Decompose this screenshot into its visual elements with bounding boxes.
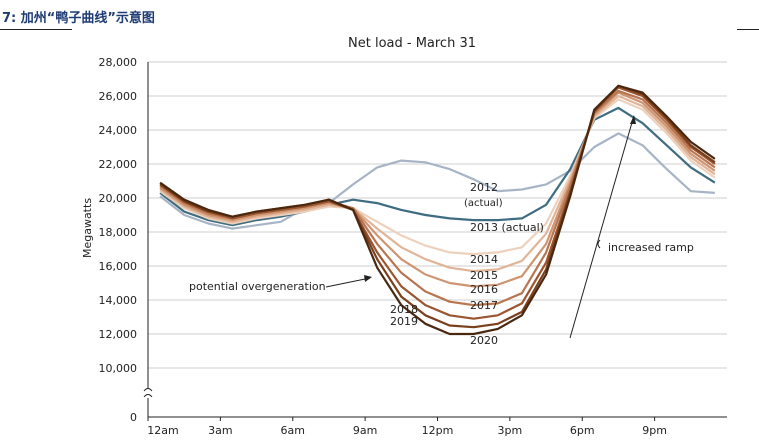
y-tick-label: 12,000 (99, 328, 138, 341)
series-line-2015 (159, 94, 716, 273)
y-tick-label: 0 (130, 411, 137, 424)
y-tick-label: 22,000 (99, 158, 138, 171)
x-tick-label: 3pm (498, 424, 523, 437)
y-tick-label: 14,000 (99, 294, 138, 307)
series-line-2014 (159, 98, 716, 256)
label-2012-sub: (actual) (464, 198, 503, 209)
y-tick-label: 24,000 (99, 124, 138, 137)
series-line-2020 (159, 84, 716, 336)
x-tick-label: 3am (208, 424, 232, 437)
label-2016: 2016 (470, 283, 498, 296)
series-line-2013-actual (159, 106, 716, 227)
label-2015: 2015 (470, 269, 498, 282)
axis-break-top (143, 388, 153, 392)
label-increased-ramp: increased ramp (608, 241, 694, 254)
label-2018: 2018 (390, 303, 418, 316)
overgeneration-arrowhead (364, 275, 372, 282)
figure-caption: 7: 加州“鸭子曲线”示意图 (2, 11, 155, 26)
label-2013: 2013 (actual) (470, 221, 544, 234)
ramp-bracket (597, 239, 601, 249)
x-tick-label: 12pm (422, 424, 454, 437)
y-tick-label: 26,000 (99, 90, 138, 103)
x-tick-label: 6am (281, 424, 305, 437)
label-2017: 2017 (470, 299, 498, 312)
label-2014: 2014 (470, 253, 498, 266)
y-tick-label: 10,000 (99, 362, 138, 375)
x-tick-label: 6pm (570, 424, 595, 437)
annotations: 2012 (actual) 2013 (actual) 2014 2015 20… (189, 115, 694, 347)
label-2019: 2019 (390, 315, 418, 328)
series-lines (159, 84, 716, 336)
ramp-arrow-line (569, 118, 634, 339)
y-tick-label: 20,000 (99, 192, 138, 205)
gridlines (148, 61, 727, 418)
overgeneration-arrow-line (325, 277, 371, 288)
axis-break-bottom (143, 394, 153, 398)
label-2012: 2012 (470, 181, 498, 194)
axes (143, 62, 727, 421)
caption-rule-right (737, 29, 759, 30)
label-potential-overgeneration: potential overgeneration (189, 280, 326, 293)
caption-rule-left (0, 29, 72, 30)
chart-title: Net load - March 31 (348, 36, 476, 51)
y-tick-labels: 0 10,000 12,000 14,000 16,000 18,000 20,000 22,… (99, 56, 138, 424)
x-tick-labels: 12am 3am 6am 9am 12pm 3pm 6pm 9pm (147, 424, 667, 437)
x-tick-label: 9pm (642, 424, 667, 437)
label-2020: 2020 (470, 334, 498, 347)
series-line-2016 (159, 91, 716, 288)
x-tick-label: 9am (353, 424, 377, 437)
x-tick-label: 12am (147, 424, 178, 437)
y-tick-label: 16,000 (99, 260, 138, 273)
y-axis-label: Megawatts (81, 198, 94, 258)
series-line-2012-actual (159, 132, 715, 230)
y-tick-label: 28,000 (99, 56, 138, 69)
ramp-arrowhead (630, 115, 636, 124)
series-line-2018 (159, 86, 716, 320)
y-tick-label: 18,000 (99, 226, 138, 239)
